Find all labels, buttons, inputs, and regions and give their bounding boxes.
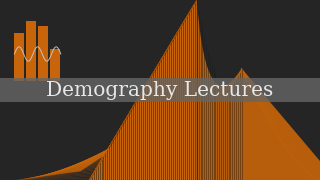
Bar <box>38 26 48 81</box>
Bar <box>0 78 320 102</box>
Polygon shape <box>197 0 320 180</box>
Bar <box>50 49 60 81</box>
Polygon shape <box>90 0 197 180</box>
Bar <box>26 21 36 81</box>
Bar <box>14 33 24 81</box>
Text: Demography Lectures: Demography Lectures <box>46 80 274 100</box>
